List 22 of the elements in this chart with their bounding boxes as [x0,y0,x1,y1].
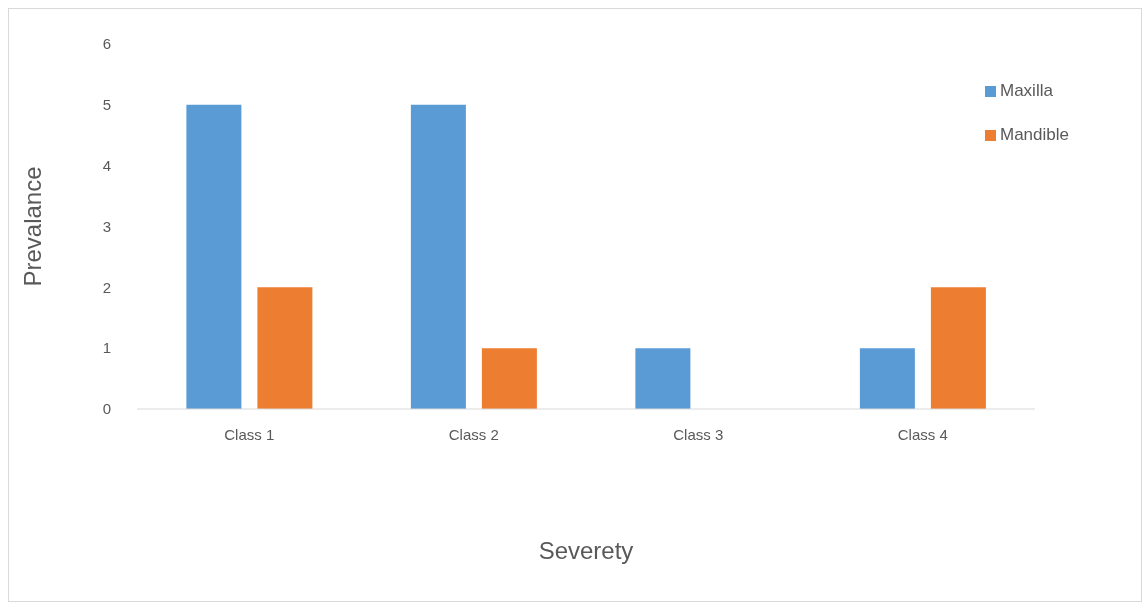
bar [410,104,466,409]
y-tick-label: 0 [102,400,111,418]
legend-label: Maxilla [1000,81,1053,100]
legend-label: Mandible [1000,125,1069,144]
y-tick-label: 1 [102,339,111,357]
x-tick-label: Class 4 [897,425,948,443]
y-tick-label: 4 [102,156,111,174]
y-tick-label: 6 [102,35,111,53]
bar [859,348,915,409]
y-tick-label: 5 [102,96,111,114]
y-axis-title: Prevalance [18,166,46,287]
bar [481,348,537,409]
x-tick-label: Class 3 [673,425,724,443]
x-tick-label: Class 1 [224,425,275,443]
y-tick-label: 3 [102,217,111,235]
bar [635,348,691,409]
x-axis-title: Severety [538,537,634,564]
x-tick-label: Class 2 [448,425,499,443]
y-tick-label: 2 [102,278,111,296]
bar [257,287,313,409]
bar [930,287,986,409]
bar [186,104,242,409]
